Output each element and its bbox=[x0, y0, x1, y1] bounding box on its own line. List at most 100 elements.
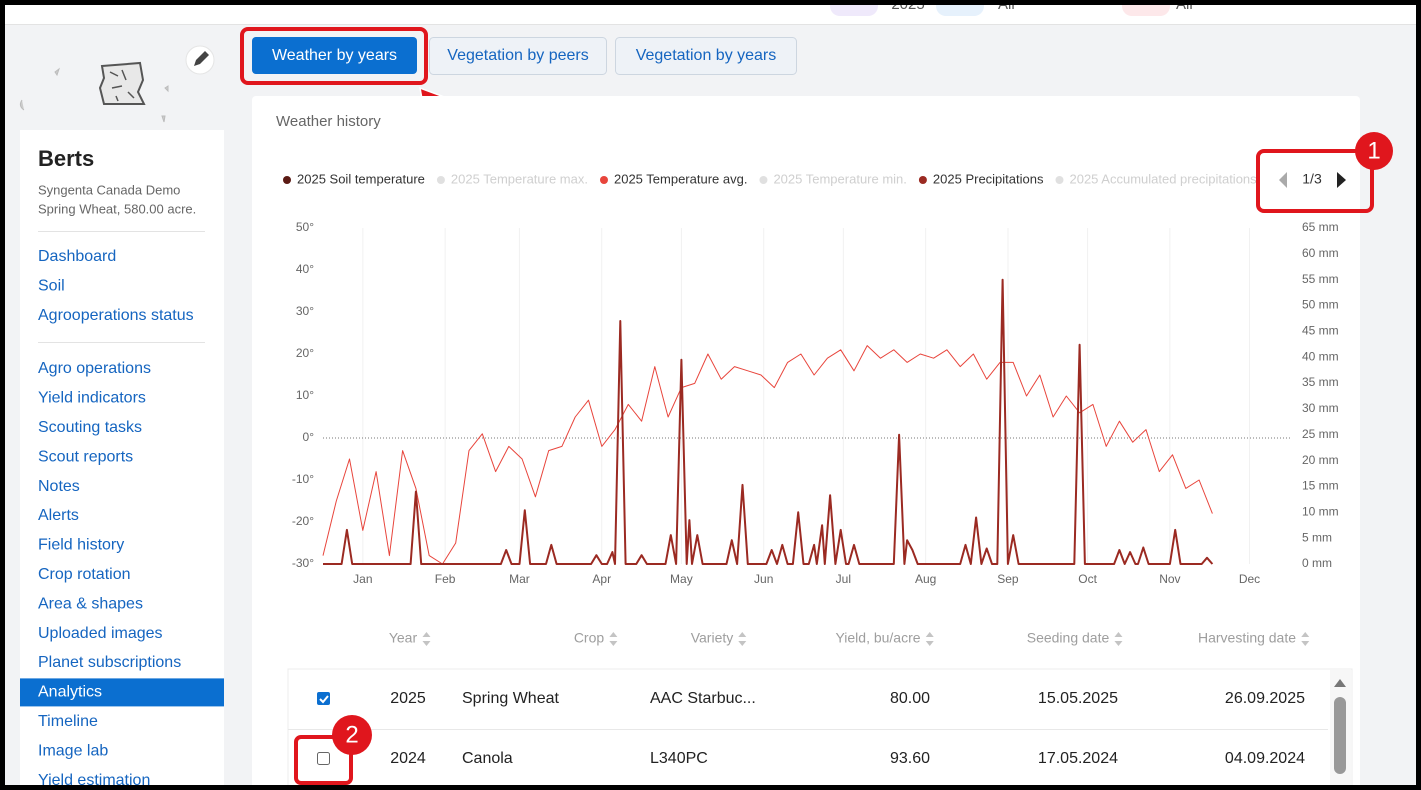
nav-link[interactable]: Yield estimation bbox=[38, 772, 150, 789]
sort-icon[interactable] bbox=[1114, 632, 1123, 646]
filter-pill[interactable] bbox=[936, 0, 984, 16]
field-subtitle: Spring Wheat, 580.00 acre. bbox=[38, 201, 196, 216]
cell: 2024 bbox=[390, 750, 426, 767]
x-tick-label: Mar bbox=[509, 572, 530, 586]
nav-link[interactable]: Planet subscriptions bbox=[38, 654, 181, 671]
y2-tick-label: 20 mm bbox=[1302, 453, 1339, 467]
y2-tick-label: 50 mm bbox=[1302, 298, 1339, 312]
legend-label[interactable]: 2025 Soil temperature bbox=[297, 171, 425, 186]
column-header[interactable]: Year bbox=[389, 630, 418, 646]
nav-link[interactable]: Scouting tasks bbox=[38, 419, 142, 436]
nav-link[interactable]: Soil bbox=[38, 278, 65, 295]
cell: 2025 bbox=[390, 690, 426, 707]
field-name: Berts bbox=[38, 146, 94, 171]
nav-link[interactable]: Agro operations bbox=[38, 360, 151, 377]
nav-active bbox=[20, 678, 224, 707]
x-tick-label: Jul bbox=[836, 572, 851, 586]
column-header[interactable]: Harvesting date bbox=[1198, 630, 1296, 646]
cell: 04.09.2024 bbox=[1225, 750, 1305, 767]
filter-pill[interactable] bbox=[1122, 0, 1170, 16]
card bbox=[252, 96, 1360, 785]
nav-link[interactable]: Field history bbox=[38, 537, 124, 554]
x-tick-label: Oct bbox=[1078, 572, 1097, 586]
column-header[interactable]: Yield, bu/acre bbox=[835, 630, 920, 646]
sort-icon[interactable] bbox=[925, 632, 934, 646]
tab[interactable] bbox=[615, 37, 797, 75]
column-header[interactable]: Variety bbox=[691, 630, 734, 646]
tab[interactable] bbox=[429, 37, 607, 75]
y-tick-label: -30° bbox=[292, 556, 314, 570]
y2-tick-label: 65 mm bbox=[1302, 220, 1339, 234]
cell: 80.00 bbox=[890, 690, 930, 707]
series-line bbox=[322, 345, 1213, 565]
sort-icon[interactable] bbox=[609, 632, 618, 646]
x-tick-label: Aug bbox=[915, 572, 936, 586]
filter-value[interactable]: All bbox=[1176, 0, 1193, 13]
sort-icon[interactable] bbox=[1301, 632, 1310, 646]
nav-link[interactable]: Analytics bbox=[38, 684, 102, 701]
cell: AAC Starbuc... bbox=[650, 690, 756, 707]
legend-label[interactable]: 2025 Temperature min. bbox=[773, 171, 906, 186]
x-tick-label: Nov bbox=[1159, 572, 1180, 586]
series-line bbox=[323, 278, 1214, 565]
column-header[interactable]: Seeding date bbox=[1027, 630, 1110, 646]
checkbox[interactable] bbox=[317, 752, 330, 765]
x-tick-label: Jan bbox=[353, 572, 372, 586]
legend-label[interactable]: 2025 Precipitations bbox=[933, 171, 1044, 186]
legend-label[interactable]: 2025 Accumulated precipitations bbox=[1069, 171, 1257, 186]
y-tick-label: 30° bbox=[296, 304, 314, 318]
sort-icon[interactable] bbox=[738, 632, 747, 646]
cell: 17.05.2024 bbox=[1038, 750, 1118, 767]
nav-link[interactable]: Uploaded images bbox=[38, 625, 163, 642]
legend-dot bbox=[283, 176, 291, 184]
legend-prev[interactable] bbox=[1279, 172, 1287, 188]
x-tick-label: Dec bbox=[1239, 572, 1260, 586]
badge bbox=[1355, 132, 1393, 170]
y2-tick-label: 15 mm bbox=[1302, 479, 1339, 493]
badge-label: 2 bbox=[345, 721, 358, 748]
x-tick-label: Sep bbox=[997, 572, 1019, 586]
nav-link[interactable]: Agrooperations status bbox=[38, 307, 194, 324]
nav-link[interactable]: Area & shapes bbox=[38, 595, 143, 612]
top-bar bbox=[5, 5, 1416, 24]
table-body bbox=[287, 668, 1353, 785]
tab-label[interactable]: Vegetation by years bbox=[636, 47, 777, 64]
y2-tick-label: 5 mm bbox=[1302, 530, 1332, 544]
scroll-thumb[interactable] bbox=[1334, 697, 1346, 774]
nav-link[interactable]: Notes bbox=[38, 478, 80, 495]
legend-next[interactable] bbox=[1337, 172, 1346, 188]
legend-dot bbox=[436, 176, 445, 184]
column-header[interactable]: Crop bbox=[574, 630, 605, 646]
cell: 15.05.2025 bbox=[1038, 690, 1118, 707]
filter-value[interactable]: All bbox=[998, 0, 1015, 13]
x-tick-label: May bbox=[670, 572, 693, 586]
nav-link[interactable]: Scout reports bbox=[38, 448, 133, 465]
nav-link[interactable]: Alerts bbox=[38, 507, 79, 524]
y-tick-label: 20° bbox=[296, 346, 314, 360]
y-tick-label: -20° bbox=[292, 514, 314, 528]
field-shape bbox=[19, 61, 169, 123]
filter-value[interactable]: 2025 bbox=[891, 0, 924, 13]
tab-label[interactable]: Weather by years bbox=[272, 47, 397, 64]
nav-link[interactable]: Image lab bbox=[38, 742, 108, 759]
nav-link[interactable]: Crop rotation bbox=[38, 566, 131, 583]
legend-dot bbox=[759, 176, 768, 184]
nav-link[interactable]: Timeline bbox=[38, 713, 98, 730]
nav-link[interactable]: Dashboard bbox=[38, 248, 116, 265]
y-tick-label: 50° bbox=[296, 220, 314, 234]
filter-pill[interactable] bbox=[830, 0, 878, 16]
edit-icon bbox=[194, 51, 209, 66]
nav-link[interactable]: Yield indicators bbox=[38, 390, 146, 407]
legend-label[interactable]: 2025 Temperature avg. bbox=[614, 171, 747, 186]
sort-icon[interactable] bbox=[422, 632, 431, 646]
y2-tick-label: 30 mm bbox=[1302, 401, 1339, 415]
cell: 93.60 bbox=[890, 750, 930, 767]
checkbox-checked[interactable] bbox=[317, 692, 330, 705]
tab-label[interactable]: Vegetation by peers bbox=[447, 47, 588, 64]
tab-active[interactable] bbox=[252, 37, 417, 74]
x-tick-label: Apr bbox=[592, 572, 611, 586]
cell: Canola bbox=[462, 750, 513, 767]
scroll-up[interactable] bbox=[1334, 679, 1346, 687]
legend-label[interactable]: 2025 Temperature max. bbox=[451, 171, 588, 186]
